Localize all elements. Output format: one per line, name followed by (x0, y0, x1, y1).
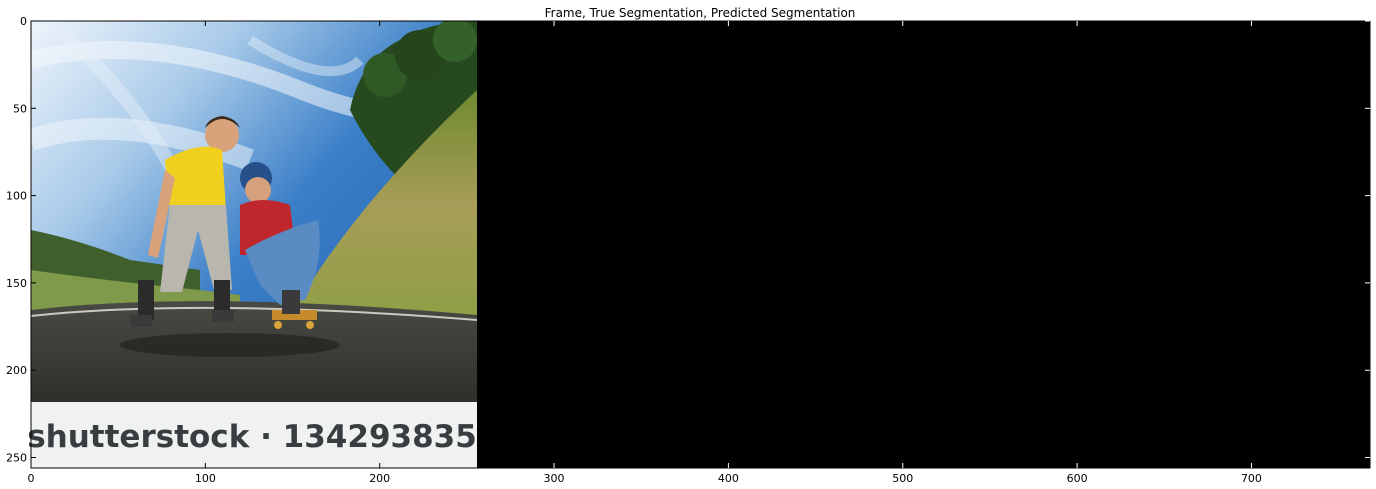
x-tick-label: 600 (1067, 472, 1088, 485)
x-axis: 0 100 200 300 400 500 600 700 (28, 21, 1262, 485)
y-tick-label: 0 (20, 15, 27, 28)
boy-figure (130, 116, 240, 327)
watermark-text: shutterstock · 134293835 (27, 419, 477, 455)
x-tick-label: 100 (195, 472, 216, 485)
x-tick-label: 300 (544, 472, 565, 485)
watermark-strip (31, 402, 477, 468)
axes-frame (30, 20, 1371, 469)
grass-slope (300, 90, 477, 320)
x-tick-label: 200 (369, 472, 390, 485)
x-tick-label: 400 (718, 472, 739, 485)
figure-title: Frame, True Segmentation, Predicted Segm… (545, 6, 856, 20)
x-tick-label: 500 (892, 472, 913, 485)
frame-image (31, 21, 477, 468)
x-tick-label: 700 (1241, 472, 1262, 485)
y-tick-label: 50 (13, 102, 27, 115)
y-tick-label: 150 (6, 277, 27, 290)
x-tick-label: 0 (28, 472, 35, 485)
y-axis: 0 50 100 150 200 250 (6, 15, 1370, 465)
girl-figure (240, 162, 320, 329)
y-tick-label: 200 (6, 364, 27, 377)
y-tick-label: 250 (6, 452, 27, 465)
segmentation-panels (477, 21, 1370, 468)
y-tick-label: 100 (6, 190, 27, 203)
